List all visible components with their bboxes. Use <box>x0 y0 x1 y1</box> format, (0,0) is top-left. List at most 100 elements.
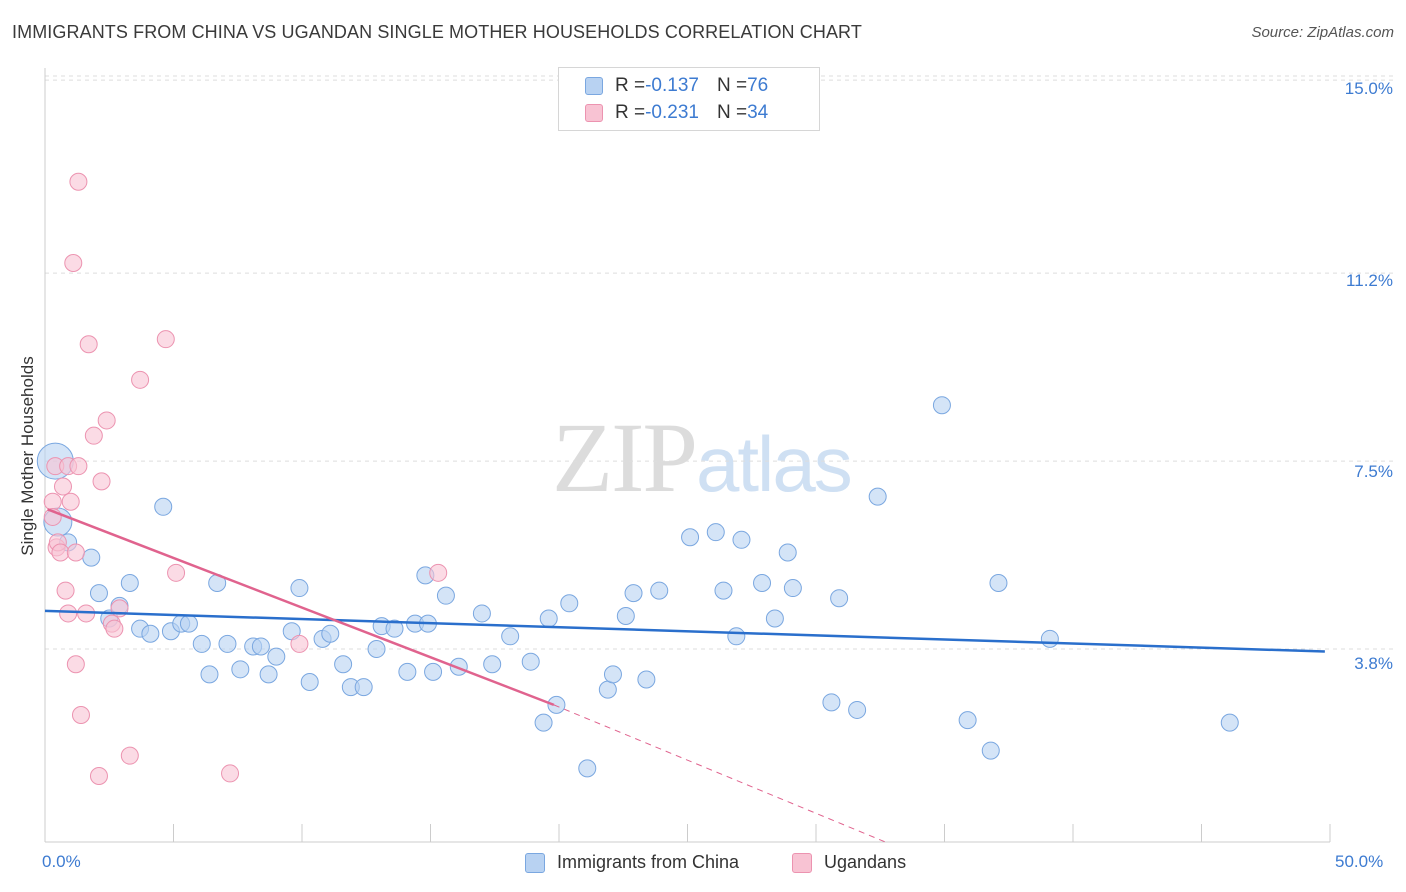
uganda-point <box>290 634 309 653</box>
china-point <box>534 713 553 732</box>
china-point <box>354 678 373 697</box>
china-point <box>603 665 622 684</box>
uganda-point <box>97 411 116 430</box>
series-label-uganda: Ugandans <box>824 852 907 872</box>
china-point <box>868 487 887 506</box>
china-point <box>321 624 340 643</box>
china-point <box>1220 713 1239 732</box>
china-trend-line <box>44 609 1325 653</box>
china-point <box>218 634 237 653</box>
china-point <box>989 573 1008 592</box>
uganda-point <box>105 619 124 638</box>
china-point <box>398 662 417 681</box>
uganda-trend-line <box>47 508 555 707</box>
china-point <box>290 579 309 598</box>
uganda-point <box>89 766 108 785</box>
uganda-point <box>79 335 98 354</box>
uganda-point <box>131 370 150 389</box>
china-point <box>783 579 802 598</box>
legend-r-label: R = <box>615 102 646 123</box>
x-tick-label-max: 50.0% <box>1335 852 1384 871</box>
uganda-point <box>66 655 85 674</box>
china-point <box>714 581 733 600</box>
china-point <box>267 647 286 666</box>
x-tick-label-min: 0.0% <box>42 852 81 871</box>
uganda-point <box>120 746 139 765</box>
china-point <box>200 665 219 684</box>
china-point <box>598 680 617 699</box>
uganda-point <box>43 492 62 511</box>
china-point <box>848 700 867 719</box>
y-tick-label-3-8: 3.8% <box>1354 654 1393 673</box>
china-point <box>727 627 746 646</box>
legend-r-value: -0.137 <box>645 75 699 96</box>
china-point <box>732 530 751 549</box>
uganda-point <box>56 581 75 600</box>
china-point <box>179 614 198 633</box>
china-point <box>958 711 977 730</box>
uganda-point <box>69 457 88 476</box>
uganda-point <box>59 604 78 623</box>
series-legend-china: Immigrants from China <box>525 852 739 873</box>
china-point <box>547 695 566 714</box>
uganda-point <box>51 543 70 562</box>
china-point <box>624 584 643 603</box>
china-point <box>637 670 656 689</box>
china-point <box>231 660 250 679</box>
china-point <box>82 548 101 567</box>
series-legend-uganda: Ugandans <box>792 852 906 873</box>
uganda-trend-extension <box>553 704 886 843</box>
china-point <box>616 606 635 625</box>
china-point <box>436 586 455 605</box>
china-point <box>650 581 669 600</box>
china-point <box>141 624 160 643</box>
legend-n-value: 34 <box>747 102 769 123</box>
china-point <box>501 627 520 646</box>
uganda-point <box>64 254 83 272</box>
stats-legend: R = -0.137 N = 76 R = -0.231 N = 34 <box>558 67 820 131</box>
china-point <box>300 673 319 692</box>
china-point <box>483 655 502 674</box>
y-tick-label-15: 15.0% <box>1344 79 1393 98</box>
legend-n-label: N = <box>716 102 748 123</box>
china-point <box>251 637 270 656</box>
series-label-china: Immigrants from China <box>557 852 740 872</box>
china-point <box>120 573 139 592</box>
china-point <box>472 604 491 623</box>
legend-r-value: -0.231 <box>645 102 699 123</box>
china-point <box>932 396 951 415</box>
y-tick-label-11-2: 11.2% <box>1346 271 1393 290</box>
china-point <box>560 594 579 613</box>
source-credit: Source: ZipAtlas.com <box>1251 24 1394 41</box>
legend-row-uganda: R = -0.231 N = 34 <box>585 101 768 125</box>
china-point <box>259 665 278 684</box>
uganda-point <box>167 563 186 582</box>
china-point <box>192 634 211 653</box>
china-point <box>706 523 725 542</box>
uganda-point <box>71 706 90 725</box>
china-point <box>681 528 700 547</box>
china-point <box>367 640 386 658</box>
china-point <box>822 693 841 712</box>
legend-swatch-china <box>585 77 603 95</box>
legend-swatch-uganda <box>585 104 603 122</box>
china-point <box>89 584 108 603</box>
uganda-point <box>221 764 240 783</box>
china-point <box>830 589 849 608</box>
watermark: ZIPatlas <box>552 400 853 515</box>
china-point <box>334 655 353 674</box>
china-point <box>778 543 797 562</box>
uganda-point <box>84 426 103 445</box>
legend-n-value: 76 <box>747 75 769 96</box>
watermark-atlas: atlas <box>696 420 853 508</box>
y-tick-label-7-5: 7.5% <box>1354 462 1393 481</box>
uganda-point <box>69 172 88 191</box>
uganda-point <box>429 563 448 582</box>
legend-r-label: R = <box>615 75 646 96</box>
uganda-point <box>53 477 72 496</box>
china-point <box>578 759 597 778</box>
watermark-zip: ZIP <box>552 402 698 513</box>
y-axis-label: Single Mother Households <box>18 356 37 556</box>
chart-title: IMMIGRANTS FROM CHINA VS UGANDAN SINGLE … <box>12 22 862 42</box>
